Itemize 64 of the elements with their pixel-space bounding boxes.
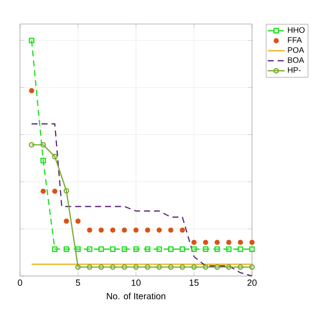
point [226,264,232,270]
point [249,240,255,245]
point [238,264,244,270]
point [98,227,104,233]
point [52,188,58,194]
x-tick-label: 5 [76,280,80,286]
point [168,246,174,252]
point [64,246,70,252]
point [40,142,46,148]
point [110,246,116,252]
point [180,227,185,233]
point [191,264,197,270]
point [133,264,139,270]
point [64,188,70,194]
point [75,218,81,224]
point [168,227,174,233]
point [156,264,162,270]
point [145,227,150,233]
point [238,240,243,245]
point [110,264,116,270]
x-axis-title: No. of Iteration [106,292,166,300]
point [86,264,92,270]
point [52,246,58,252]
point [75,246,81,252]
point [144,264,150,270]
point [203,240,208,245]
point [191,246,197,252]
point [28,38,34,44]
point [214,246,220,252]
point [40,158,46,164]
point [180,246,186,252]
point [202,264,208,270]
point [133,227,139,233]
x-tick-label: 0 [18,280,22,286]
point [226,240,232,245]
point [122,264,128,270]
point [86,246,92,252]
point [214,240,220,245]
point [156,246,162,252]
point [180,264,186,270]
point [144,246,150,252]
point [202,246,208,252]
point [191,240,197,245]
point [226,246,232,252]
point [168,264,174,270]
point [156,227,162,233]
point [122,246,128,252]
point [238,246,244,252]
x-tick-label: 20 [247,280,257,286]
point [110,227,116,233]
point [133,246,139,252]
point [64,218,69,224]
point [98,246,104,252]
point [52,154,58,160]
point [214,264,220,270]
point [98,264,104,270]
point [40,188,46,194]
point [87,227,92,233]
point [249,246,255,252]
point [75,264,81,270]
x-tick-label: 15 [190,280,199,286]
x-tick-label: 10 [132,280,141,286]
point [122,227,127,233]
point [29,88,34,94]
